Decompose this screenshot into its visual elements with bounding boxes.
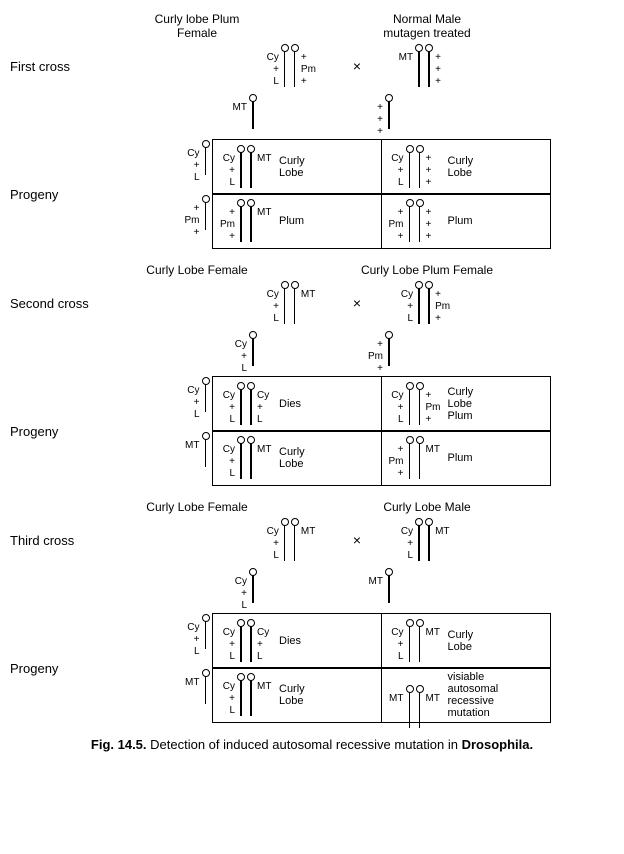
parent-headers: Curly Lobe Female Curly Lobe Plum Female	[10, 263, 614, 277]
cross-label: First cross	[10, 59, 100, 74]
side-gamete-bottom: MT	[164, 669, 214, 724]
gamete-left: Cy+L	[231, 568, 257, 612]
cell-3: +Pm++++Plum	[381, 193, 551, 249]
punnett-table: Cy+L Cy+LCy+LDies Cy+LMTCurlyLobe MT Cy+…	[164, 614, 551, 723]
figure-caption: Fig. 14.5. Detection of induced autosoma…	[10, 737, 614, 752]
caption-prefix: Fig. 14.5.	[91, 737, 147, 752]
gamete-left: MT	[231, 94, 257, 138]
side-gamete-top: Cy+L	[164, 614, 214, 669]
progeny-label: Progeny	[10, 424, 100, 439]
gamete-right: MT	[367, 568, 393, 612]
times-symbol: ×	[347, 58, 367, 74]
cell-0: Cy+LCy+LDies	[212, 613, 382, 669]
punnett-table: Cy+L Cy+LCy+LDies Cy+L+Pm+CurlyLobePlum …	[164, 377, 551, 486]
side-gamete-bottom: +Pm+	[164, 195, 214, 250]
third-cross-section: Curly Lobe Female Curly Lobe Male Third …	[10, 500, 614, 723]
parent-headers: Curly lobe PlumFemale Normal Malemutagen…	[10, 12, 614, 40]
caption-species: Drosophila.	[462, 737, 534, 752]
punnett-table: Cy+L Cy+LMTCurlyLobe Cy+L+++CurlyLobe +P…	[164, 140, 551, 249]
parent-left-title: Curly Lobe Female	[122, 263, 272, 277]
third-cross-row: Third cross Cy+LMT × Cy+LMT	[10, 518, 614, 562]
progeny-label: Progeny	[10, 661, 100, 676]
caption-text: Detection of induced autosomal recessive…	[147, 737, 462, 752]
cell-0: Cy+LCy+LDies	[212, 376, 382, 432]
parent-left-chrom: Cy+LMT	[263, 281, 317, 325]
times-symbol: ×	[347, 295, 367, 311]
cell-3: +Pm+MTPlum	[381, 430, 551, 486]
parent-headers: Curly Lobe Female Curly Lobe Male	[10, 500, 614, 514]
side-gamete-bottom: MT	[164, 432, 214, 487]
gamete-left: Cy+L	[231, 331, 257, 375]
cell-2: Cy+LMTCurlyLobe	[212, 667, 382, 723]
progeny-wrap: Progeny Cy+L Cy+LCy+LDies Cy+LMTCurlyLob…	[10, 614, 614, 723]
cell-1: Cy+L+Pm+CurlyLobePlum	[381, 376, 551, 432]
parent-right-title: Curly Lobe Male	[352, 500, 502, 514]
parent-left-chrom: Cy+L+Pm+	[263, 44, 317, 88]
parent-right-title: Curly Lobe Plum Female	[352, 263, 502, 277]
first-cross-section: Curly lobe PlumFemale Normal Malemutagen…	[10, 12, 614, 249]
parent-right-chrom: Cy+L+Pm+	[397, 281, 451, 325]
cell-1: Cy+L+++CurlyLobe	[381, 139, 551, 195]
first-cross-row: First cross Cy+L+Pm+ × MT+++	[10, 44, 614, 88]
gamete-right: +Pm+	[367, 331, 393, 375]
parent-left-chrom: Cy+LMT	[263, 518, 317, 562]
cell-2: Cy+LMTCurlyLobe	[212, 430, 382, 486]
gamete-row: Cy+L +Pm+	[10, 331, 614, 375]
side-gamete-top: Cy+L	[164, 377, 214, 432]
times-symbol: ×	[347, 532, 367, 548]
cell-1: Cy+LMTCurlyLobe	[381, 613, 551, 669]
side-gamete-top: Cy+L	[164, 140, 214, 195]
gamete-right: +++	[367, 94, 393, 138]
parent-right-title: Normal Malemutagen treated	[352, 12, 502, 40]
progeny-wrap: Progeny Cy+L Cy+LCy+LDies Cy+L+Pm+CurlyL…	[10, 377, 614, 486]
progeny-label: Progeny	[10, 187, 100, 202]
cross-label: Second cross	[10, 296, 100, 311]
cell-3: MTMTvisiableautosomalrecessivemutation	[381, 667, 551, 723]
progeny-wrap: Progeny Cy+L Cy+LMTCurlyLobe Cy+L+++Curl…	[10, 140, 614, 249]
parent-right-chrom: MT+++	[397, 44, 451, 88]
second-cross-row: Second cross Cy+LMT × Cy+L+Pm+	[10, 281, 614, 325]
second-cross-section: Curly Lobe Female Curly Lobe Plum Female…	[10, 263, 614, 486]
cell-0: Cy+LMTCurlyLobe	[212, 139, 382, 195]
gamete-row: Cy+L MT	[10, 568, 614, 612]
cell-2: +Pm+MTPlum	[212, 193, 382, 249]
gamete-row: MT +++	[10, 94, 614, 138]
parent-left-title: Curly lobe PlumFemale	[122, 12, 272, 40]
parent-left-title: Curly Lobe Female	[122, 500, 272, 514]
cross-label: Third cross	[10, 533, 100, 548]
parent-right-chrom: Cy+LMT	[397, 518, 451, 562]
